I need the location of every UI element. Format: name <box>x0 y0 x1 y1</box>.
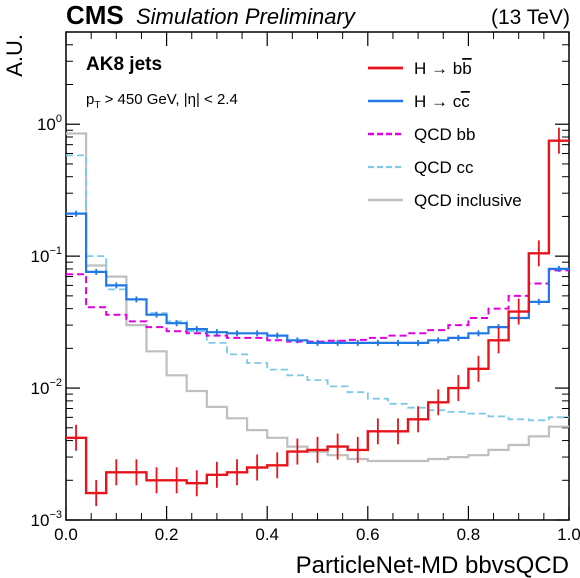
y-axis-label: A.U. <box>2 34 27 77</box>
status-label: Simulation Preliminary <box>136 4 357 29</box>
y-tick-label: 10−3 <box>31 509 62 530</box>
series-qcd_cc <box>66 154 569 422</box>
legend-label-h_bb: H → bb <box>414 59 472 78</box>
legend-label-qcd_bb: QCD bb <box>414 125 475 144</box>
x-tick-label: 0.4 <box>255 525 279 544</box>
x-tick-label: 0.2 <box>155 525 179 544</box>
y-tick-label: 10−2 <box>31 377 62 398</box>
jets-annotation: AK8 jets <box>86 54 162 75</box>
pt-subscript: T <box>94 100 100 111</box>
energy-label: (13 TeV) <box>491 6 570 29</box>
axis-ticks: 0.0 0.2 0.4 0.6 0.8 1.0 10−3 10−2 10−1 100 <box>31 31 580 544</box>
legend-label-qcd_cc: QCD cc <box>414 158 474 177</box>
y-tick-label: 100 <box>37 113 62 134</box>
x-tick-label: 0.0 <box>54 525 78 544</box>
cut-text: > 450 GeV, |η| < 2.4 <box>100 91 237 108</box>
x-tick-label: 1.0 <box>557 525 580 544</box>
series-layer <box>66 127 569 507</box>
pt-symbol: p <box>86 91 94 108</box>
y-tick-label: 10−1 <box>31 245 62 266</box>
x-tick-label: 0.6 <box>356 525 380 544</box>
cut-annotation: pT > 450 GeV, |η| < 2.4 <box>86 91 238 111</box>
legend-label-h_cc: H → cc <box>414 92 470 111</box>
series-h_cc <box>66 212 569 344</box>
legend: H → bb H → cc QCD bb QCD cc QCD inclusive <box>368 58 522 210</box>
x-tick-label: 0.8 <box>457 525 481 544</box>
x-axis-label: ParticleNet-MD bbvsQCD <box>296 552 569 578</box>
series-qcd_bb <box>66 269 569 343</box>
series-h_bb <box>66 139 569 495</box>
legend-label-qcd_inclusive: QCD inclusive <box>414 191 522 210</box>
series-qcd_inclusive <box>66 132 569 463</box>
cms-label: CMS <box>66 0 124 30</box>
